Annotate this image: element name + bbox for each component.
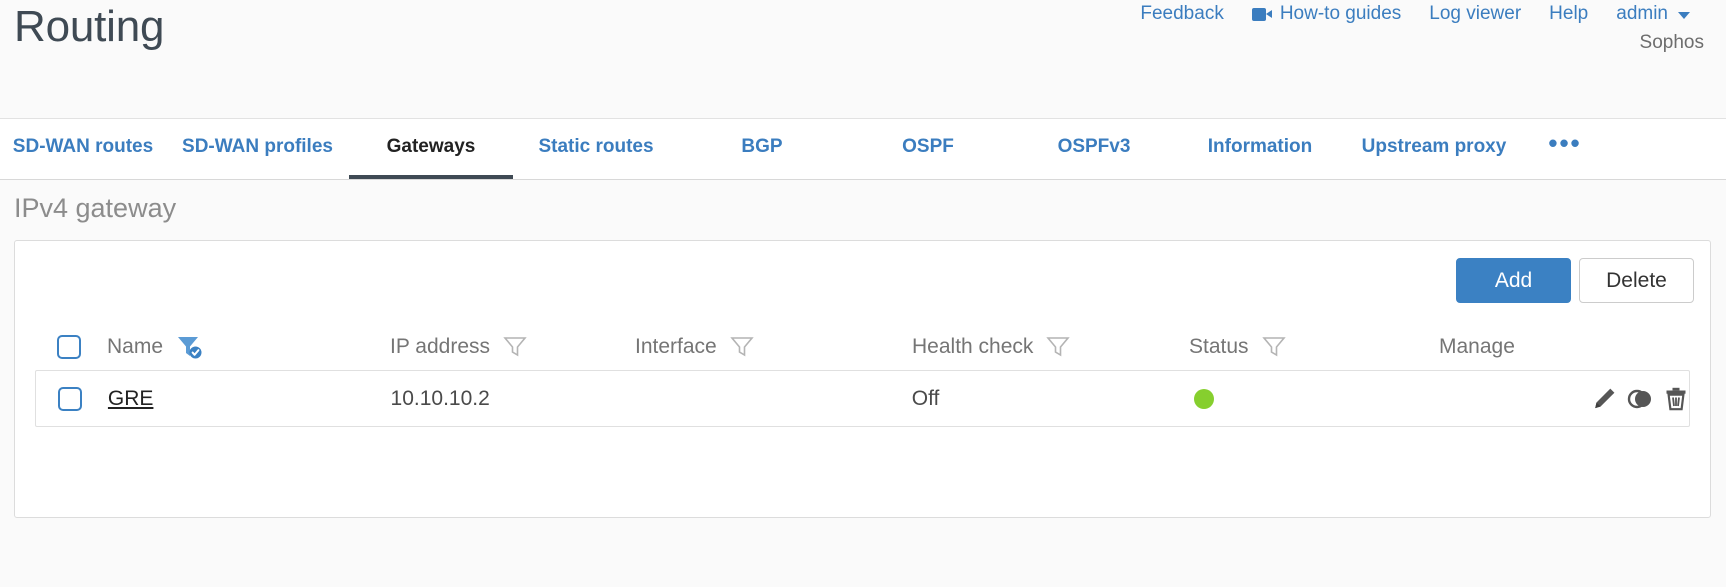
gateway-table: Name IP address <box>35 323 1690 427</box>
row-checkbox[interactable] <box>58 386 82 411</box>
header-link-label: Log viewer <box>1429 3 1522 24</box>
cell-health-check: Off <box>912 387 1189 411</box>
table-header-row: Name IP address <box>35 323 1690 370</box>
content-area: IPv4 gateway Add Delete Name <box>0 180 1726 587</box>
header-link-label: Help <box>1549 3 1589 24</box>
delete-trash-icon[interactable] <box>1663 386 1689 412</box>
add-button[interactable]: Add <box>1456 258 1571 303</box>
filter-icon[interactable] <box>729 334 755 360</box>
column-label: Status <box>1189 334 1249 358</box>
column-label: Health check <box>912 334 1034 358</box>
user-menu-label: admin <box>1616 3 1668 24</box>
cell-name: GRE <box>108 387 391 411</box>
panel-toolbar: Add Delete <box>1456 258 1694 303</box>
ip-address-value: 10.10.10.2 <box>390 386 490 410</box>
manage-actions <box>1591 386 1689 412</box>
filter-icon[interactable] <box>502 334 528 360</box>
column-header-ip-address: IP address <box>390 334 635 360</box>
cell-manage <box>1438 386 1689 412</box>
column-label: IP address <box>390 334 491 358</box>
filter-icon[interactable] <box>1045 334 1071 360</box>
status-badge <box>1194 388 1215 409</box>
tab-ospf[interactable]: OSPF <box>902 136 954 157</box>
chevron-down-icon <box>1678 11 1690 19</box>
delete-button[interactable]: Delete <box>1579 258 1694 303</box>
tab-static-routes[interactable]: Static routes <box>538 136 654 157</box>
header-link-log-viewer[interactable]: Log viewer <box>1415 3 1535 25</box>
tab-information[interactable]: Information <box>1207 136 1313 157</box>
edit-pencil-icon[interactable] <box>1591 386 1617 412</box>
cell-ip-address: 10.10.10.2 <box>391 387 636 411</box>
column-header-name: Name <box>107 334 390 360</box>
header-link-how-to-guides[interactable]: How-to guides <box>1238 3 1415 25</box>
section-title: IPv4 gateway <box>14 193 177 223</box>
select-all-cell <box>35 334 107 359</box>
filter-active-icon[interactable] <box>175 334 203 360</box>
page-header: Routing Feedback How-to guides Log viewe… <box>0 0 1726 118</box>
column-label: Interface <box>635 334 717 358</box>
column-header-status: Status <box>1189 334 1439 360</box>
column-header-health-check: Health check <box>912 334 1189 360</box>
column-label: Name <box>107 334 164 358</box>
tab-upstream-proxy[interactable]: Upstream proxy <box>1361 136 1507 157</box>
health-check-value: Off <box>911 386 940 410</box>
row-select-cell <box>36 386 108 411</box>
ipv4-gateway-panel: Add Delete Name <box>14 240 1711 518</box>
cell-status <box>1188 388 1438 409</box>
user-menu-admin[interactable]: admin <box>1602 3 1704 25</box>
column-label: Manage <box>1439 334 1515 358</box>
tab-gateways[interactable]: Gateways <box>349 119 513 179</box>
filter-icon[interactable] <box>1261 334 1287 360</box>
header-link-label: How-to guides <box>1279 3 1402 24</box>
organization-name: Sophos <box>1639 32 1704 53</box>
table-row: GRE 10.10.10.2 Off <box>35 370 1690 427</box>
header-link-label: Feedback <box>1140 3 1224 24</box>
video-camera-icon <box>1251 7 1272 21</box>
clone-icon[interactable] <box>1627 386 1653 412</box>
tab-sd-wan-profiles[interactable]: SD-WAN profiles <box>182 136 333 157</box>
header-links: Feedback How-to guides Log viewer Help a… <box>1126 3 1704 25</box>
tab-overflow-menu-icon[interactable]: ••• <box>1548 128 1582 158</box>
column-header-interface: Interface <box>635 334 912 360</box>
header-link-feedback[interactable]: Feedback <box>1126 3 1237 25</box>
tab-bgp[interactable]: BGP <box>741 136 783 157</box>
tab-ospfv3[interactable]: OSPFv3 <box>1057 136 1131 157</box>
gateway-name-link[interactable]: GRE <box>107 386 154 410</box>
column-header-manage: Manage <box>1439 335 1690 359</box>
select-all-checkbox[interactable] <box>57 334 81 359</box>
tab-bar: SD-WAN routes SD-WAN profiles Gateways S… <box>0 118 1726 180</box>
tab-sd-wan-routes[interactable]: SD-WAN routes <box>12 136 154 157</box>
page-title: Routing <box>14 2 165 51</box>
header-link-help[interactable]: Help <box>1535 3 1602 25</box>
